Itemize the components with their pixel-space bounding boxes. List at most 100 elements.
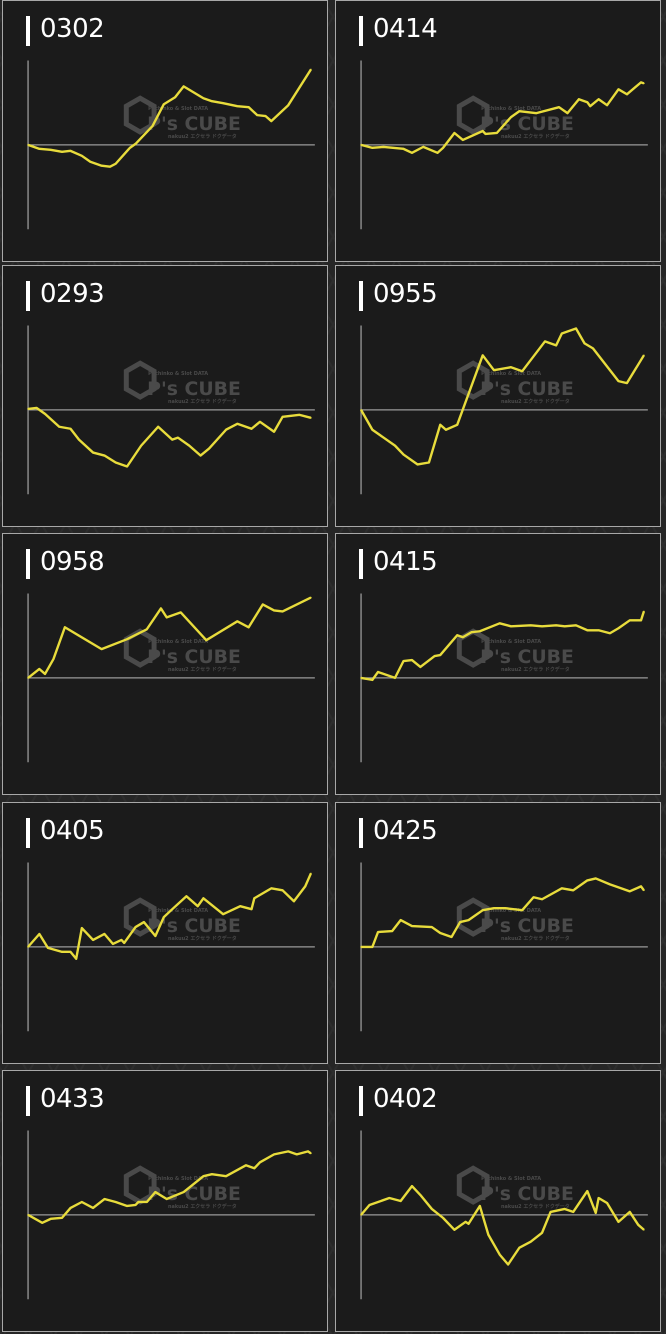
data-point — [430, 1208, 433, 1210]
watermark-brand: P's CUBE — [480, 647, 574, 668]
data-point — [75, 958, 77, 960]
series-line — [27, 596, 312, 679]
data-point — [360, 409, 362, 411]
data-point — [298, 414, 301, 416]
data-point — [422, 146, 425, 148]
data-point — [617, 627, 620, 630]
data-point — [456, 634, 459, 637]
title-accent-bar — [26, 549, 30, 579]
data-point — [637, 1224, 640, 1226]
data-point — [103, 933, 106, 935]
chart-title: 0302 — [40, 14, 105, 44]
data-point — [205, 639, 208, 641]
data-point — [259, 1161, 261, 1164]
data-point — [295, 1153, 298, 1156]
data-point — [114, 1201, 117, 1203]
data-point — [270, 120, 273, 122]
data-point — [250, 427, 253, 430]
data-point — [411, 1185, 413, 1187]
data-point — [493, 907, 495, 909]
data-point — [510, 625, 512, 628]
watermark-brand: P's CUBE — [147, 916, 241, 937]
data-point — [103, 1198, 106, 1200]
data-point — [640, 81, 642, 84]
data-point — [411, 925, 413, 927]
data-point — [112, 943, 114, 945]
data-point — [202, 897, 205, 900]
data-point — [293, 900, 295, 903]
data-point — [402, 148, 405, 150]
watermark-logo: P's CUBE Pachinko & Slot DATA nakuu2 エクセラ … — [123, 897, 241, 942]
data-point — [416, 463, 419, 466]
watermark-tagline-top: Pachinko & Slot DATA — [481, 908, 541, 914]
data-point — [371, 946, 374, 948]
data-point — [436, 152, 439, 154]
data-point — [151, 125, 154, 127]
cube-logo-icon — [456, 95, 490, 135]
data-point — [643, 82, 645, 85]
data-point — [586, 1190, 589, 1192]
data-point — [563, 1208, 566, 1210]
data-point — [134, 1204, 137, 1206]
data-point — [617, 1221, 620, 1223]
watermark-tagline-bottom: nakuu2 エクセラ ドクデータ — [501, 398, 570, 405]
data-point — [126, 465, 128, 468]
data-point — [518, 110, 521, 112]
data-point — [281, 610, 284, 613]
data-point — [360, 144, 362, 146]
data-point — [541, 898, 543, 901]
data-point — [157, 425, 159, 428]
data-point — [80, 1201, 83, 1203]
cube-logo-icon — [123, 360, 157, 400]
data-point — [256, 114, 258, 116]
watermark-tagline-top: Pachinko & Slot DATA — [481, 371, 541, 377]
title-accent-bar — [26, 818, 30, 848]
data-point — [481, 130, 484, 132]
data-point — [202, 1175, 205, 1177]
data-point — [453, 132, 456, 134]
data-point — [287, 104, 290, 106]
data-point — [80, 927, 83, 929]
data-point — [250, 908, 253, 910]
data-point — [382, 146, 385, 148]
data-point — [445, 428, 447, 431]
watermark-tagline-bottom: nakuu2 エクセラ ドクデータ — [501, 1203, 570, 1210]
data-point — [49, 1218, 52, 1220]
data-point — [202, 97, 205, 100]
data-point — [609, 883, 611, 886]
data-point — [442, 147, 444, 149]
chart-title: 0414 — [373, 14, 438, 44]
data-point — [38, 668, 41, 670]
watermark-brand: P's CUBE — [480, 1184, 574, 1205]
watermark-tagline-top: Pachinko & Slot DATA — [481, 106, 541, 112]
data-point — [179, 611, 182, 614]
watermark-tagline-top: Pachinko & Slot DATA — [148, 106, 208, 112]
data-point — [38, 933, 41, 935]
watermark-tagline-bottom: nakuu2 エクセラ ドクデータ — [168, 133, 237, 140]
data-point — [27, 1214, 29, 1216]
watermark-logo: P's CUBE Pachinko & Slot DATA nakuu2 エクセラ … — [456, 95, 574, 140]
data-point — [510, 116, 512, 118]
data-point — [541, 1231, 543, 1234]
data-point — [126, 638, 128, 640]
data-point — [264, 115, 267, 117]
data-point — [360, 946, 362, 948]
data-point — [310, 872, 312, 875]
data-point — [561, 887, 563, 890]
chart-title: 0425 — [373, 816, 438, 846]
data-point — [160, 607, 162, 610]
data-point — [38, 148, 41, 150]
data-point — [521, 370, 524, 372]
watermark-brand: P's CUBE — [147, 1184, 241, 1205]
chart-svg: P's CUBE Pachinko & Slot DATA nakuu2 エクセラ … — [27, 325, 315, 495]
data-point — [592, 347, 594, 350]
data-point — [535, 112, 538, 114]
cube-logo-icon — [456, 1165, 490, 1205]
data-point — [182, 1191, 185, 1193]
chart-panel: P's CUBE Pachinko & Slot DATA nakuu2 エクセラ … — [335, 0, 661, 262]
data-point — [606, 1202, 608, 1204]
data-point — [518, 1246, 521, 1249]
data-point — [428, 461, 430, 464]
data-point — [467, 919, 470, 921]
data-point — [140, 444, 142, 447]
